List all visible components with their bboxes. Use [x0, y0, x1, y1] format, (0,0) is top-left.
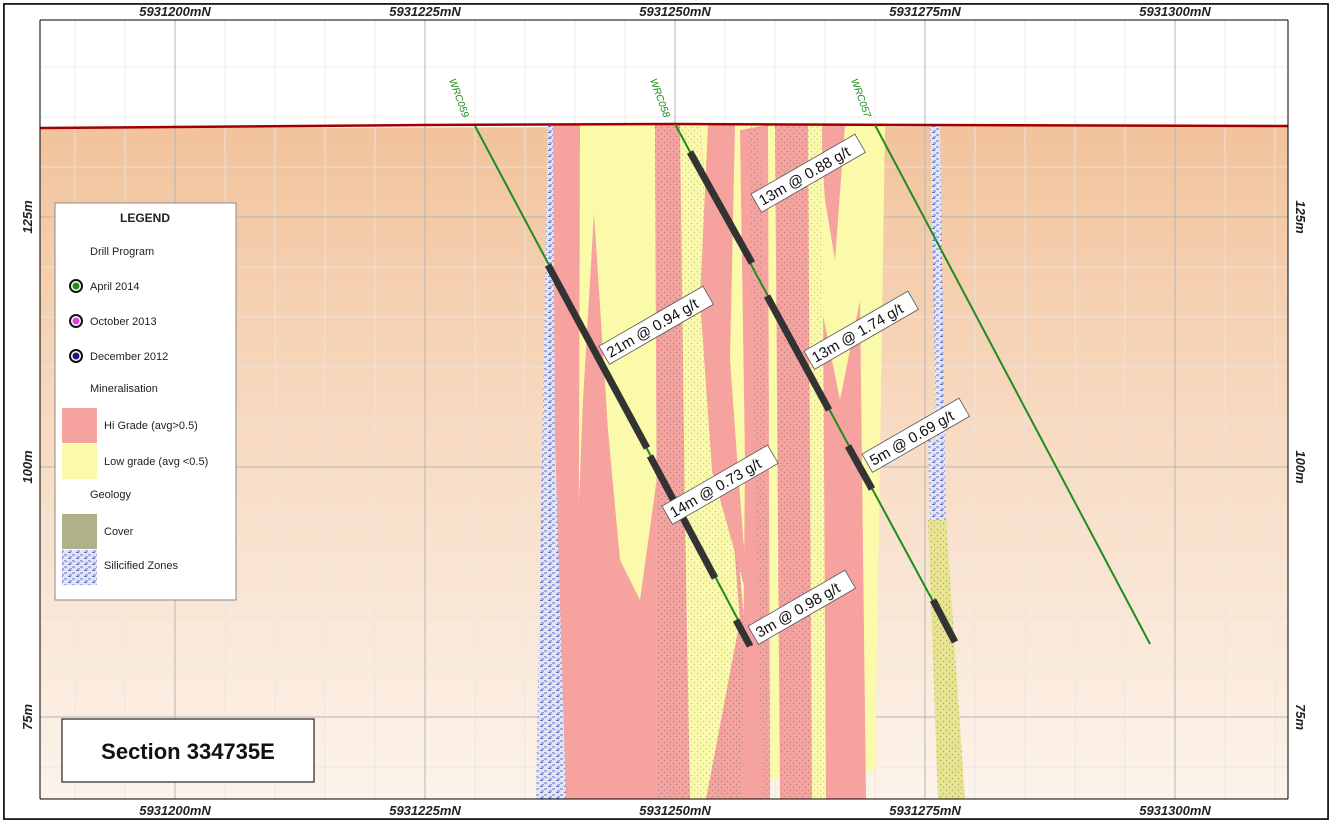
northing-label-bottom: 5931225mN	[389, 803, 461, 818]
legend-item-label: April 2014	[90, 281, 140, 293]
cover-swatch-icon	[62, 514, 97, 549]
legend-heading-geology: Geology	[90, 489, 131, 501]
october-2013-marker-icon	[72, 317, 80, 325]
geology-body	[536, 125, 965, 799]
intercept-bar[interactable]	[732, 618, 754, 648]
northing-label-top: 5931300mN	[1139, 4, 1211, 19]
intercept-bar[interactable]	[763, 294, 833, 412]
elevation-label-right: 75m	[1293, 704, 1308, 730]
hi-grade-zone	[572, 213, 658, 799]
cover-overlay	[928, 520, 965, 799]
section-title: Section 334735E	[101, 739, 275, 764]
northing-label-top: 5931275mN	[889, 4, 961, 19]
silicified-zone-east	[928, 440, 946, 520]
elevation-label-left: 100m	[20, 450, 35, 484]
elevation-label-left: 125m	[20, 200, 35, 234]
legend-panel: LEGEND Drill Program April 2014 October …	[54, 202, 237, 601]
northing-label-top: 5931225mN	[389, 4, 461, 19]
cover-overlay	[808, 125, 826, 799]
legend-item-label: Silicified Zones	[104, 560, 178, 572]
low-grade-swatch-icon	[62, 444, 97, 479]
northing-label-bottom: 5931200mN	[139, 803, 211, 818]
legend-item-label: October 2013	[90, 316, 157, 328]
silicified-swatch-icon	[62, 550, 97, 585]
intercept-bar[interactable]	[844, 444, 876, 491]
intercept-bar[interactable]	[544, 263, 651, 450]
elevation-label-right: 125m	[1293, 200, 1308, 234]
northing-label-bottom: 5931275mN	[889, 803, 961, 818]
section-title-box: Section 334735E	[61, 718, 315, 783]
legend-item-label: Cover	[104, 526, 134, 538]
northing-label-top: 5931200mN	[139, 4, 211, 19]
cover-overlay	[775, 125, 815, 799]
sky-area	[40, 20, 1288, 126]
legend-item-label: December 2012	[90, 351, 168, 363]
intercept-bars	[544, 150, 959, 648]
december-2012-marker-icon	[72, 352, 80, 360]
northing-label-top: 5931250mN	[639, 4, 711, 19]
northing-label-bottom: 5931250mN	[639, 803, 711, 818]
intercept-bar[interactable]	[686, 150, 756, 265]
legend-title: LEGEND	[120, 211, 170, 225]
drill-trace-wrc057[interactable]	[874, 124, 1151, 645]
legend-heading-mineralisation: Mineralisation	[90, 383, 158, 395]
legend-heading-drill-program: Drill Program	[90, 246, 154, 258]
legend-item-label: Hi Grade (avg>0.5)	[104, 420, 198, 432]
april-2014-marker-icon	[72, 282, 80, 290]
northing-label-bottom: 5931300mN	[1139, 803, 1211, 818]
intercept-bar[interactable]	[929, 598, 959, 644]
hi-grade-swatch-icon	[62, 408, 97, 443]
elevation-label-right: 100m	[1293, 450, 1308, 484]
legend-item-label: Low grade (avg <0.5)	[104, 456, 208, 468]
elevation-label-left: 75m	[20, 704, 35, 730]
